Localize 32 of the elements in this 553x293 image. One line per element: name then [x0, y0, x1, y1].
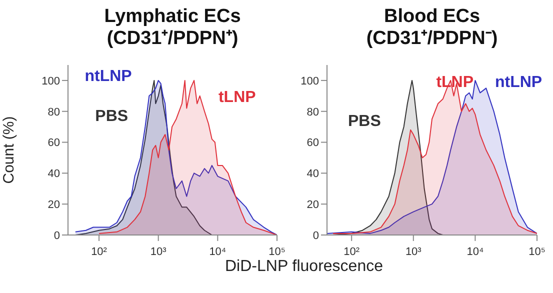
series-label: PBS: [95, 108, 128, 126]
series-label: ntLNP: [495, 74, 542, 92]
y-tick-label: 0: [312, 230, 319, 242]
y-tick-label: 80: [306, 106, 319, 118]
x-tick-label: 10³: [405, 246, 422, 258]
series-label: ntLNP: [84, 68, 132, 86]
y-tick-label: 60: [306, 137, 319, 150]
y-axis-title: Count (%): [0, 116, 18, 184]
x-tick-label: 10²: [344, 246, 360, 258]
chart-title: Blood ECs: [382, 6, 482, 28]
x-tick-label: 10⁵: [268, 246, 286, 258]
y-tick-label: 40: [48, 168, 60, 180]
series-label: tLNP: [218, 88, 256, 107]
x-axis-title: DiD-LNP fluorescence: [224, 258, 384, 276]
y-tick-label: 60: [48, 137, 60, 150]
series-label: tLNP: [436, 74, 474, 92]
chart-subtitle: (CD31⁺/PDPN⁺): [106, 28, 240, 50]
x-tick-label: 10³: [150, 246, 167, 258]
y-tick-label: 80: [48, 106, 60, 118]
y-tick-label: 20: [48, 198, 60, 211]
x-tick-label: 10⁴: [466, 246, 484, 258]
chart-subtitle: (CD31⁺/PDPN⁻): [365, 28, 499, 50]
x-tick-label: 10⁴: [209, 246, 226, 258]
x-tick-label: 10⁵: [528, 246, 546, 258]
y-tick-label: 100: [300, 75, 319, 88]
x-tick-label: 10²: [91, 246, 108, 258]
y-tick-label: 40: [306, 168, 319, 180]
y-tick-label: 0: [54, 230, 60, 242]
y-tick-label: 20: [306, 198, 319, 211]
chart-title: Lymphatic ECs: [103, 6, 242, 28]
y-tick-label: 100: [42, 75, 60, 88]
series-label: PBS: [348, 112, 381, 131]
